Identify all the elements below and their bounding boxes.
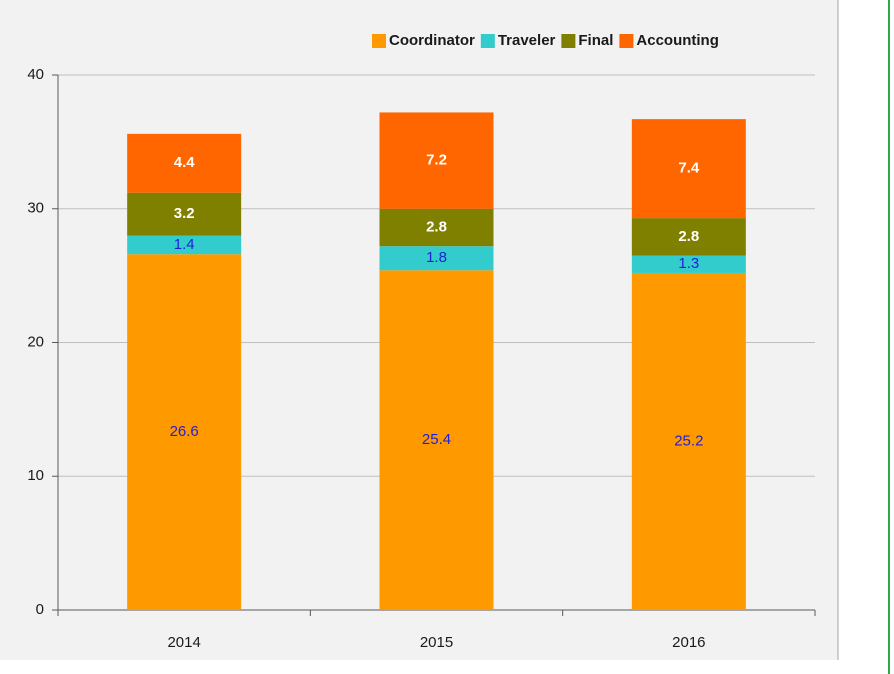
legend-swatch (619, 34, 634, 48)
y-tick-label: 30 (27, 200, 44, 217)
legend-swatch (561, 34, 576, 48)
bar-segment (379, 270, 494, 610)
bar-segment (631, 272, 746, 610)
legend-label: Traveler (498, 32, 556, 49)
legend-label: Final (578, 32, 613, 49)
legend-swatch (372, 34, 386, 48)
bar-segment (127, 192, 242, 236)
data-label: 4.4 (174, 154, 196, 171)
legend-swatch (480, 34, 495, 48)
bar-segment (127, 254, 242, 610)
bar-segment (379, 246, 494, 271)
bar-segment (127, 235, 242, 255)
data-label: 25.2 (674, 432, 703, 449)
data-label: 3.2 (174, 205, 195, 222)
bar-segment (379, 208, 494, 247)
y-tick-label: 10 (27, 467, 44, 484)
x-tick-label: 2016 (672, 634, 705, 651)
legend-label: Coordinator (389, 32, 475, 49)
data-label: 26.6 (170, 423, 199, 440)
bar-segment (631, 119, 746, 219)
y-tick-label: 20 (27, 333, 44, 350)
bar-segment (631, 255, 746, 273)
data-label: 1.3 (678, 255, 699, 272)
data-label: 1.8 (426, 249, 447, 266)
x-tick-label: 2015 (420, 634, 453, 651)
data-label: 2.8 (678, 228, 699, 245)
data-label: 7.4 (678, 160, 700, 177)
y-tick-label: 0 (36, 601, 44, 618)
bar-segment (379, 112, 494, 209)
data-label: 7.2 (426, 152, 447, 169)
legend-label: Accounting (636, 32, 719, 49)
x-tick-label: 2014 (167, 634, 200, 651)
y-tick-label: 40 (27, 66, 44, 83)
bar-segment (631, 218, 746, 256)
bar-segment (127, 133, 242, 193)
data-label: 25.4 (422, 431, 451, 448)
data-label: 2.8 (426, 218, 447, 235)
data-label: 1.4 (174, 236, 195, 253)
